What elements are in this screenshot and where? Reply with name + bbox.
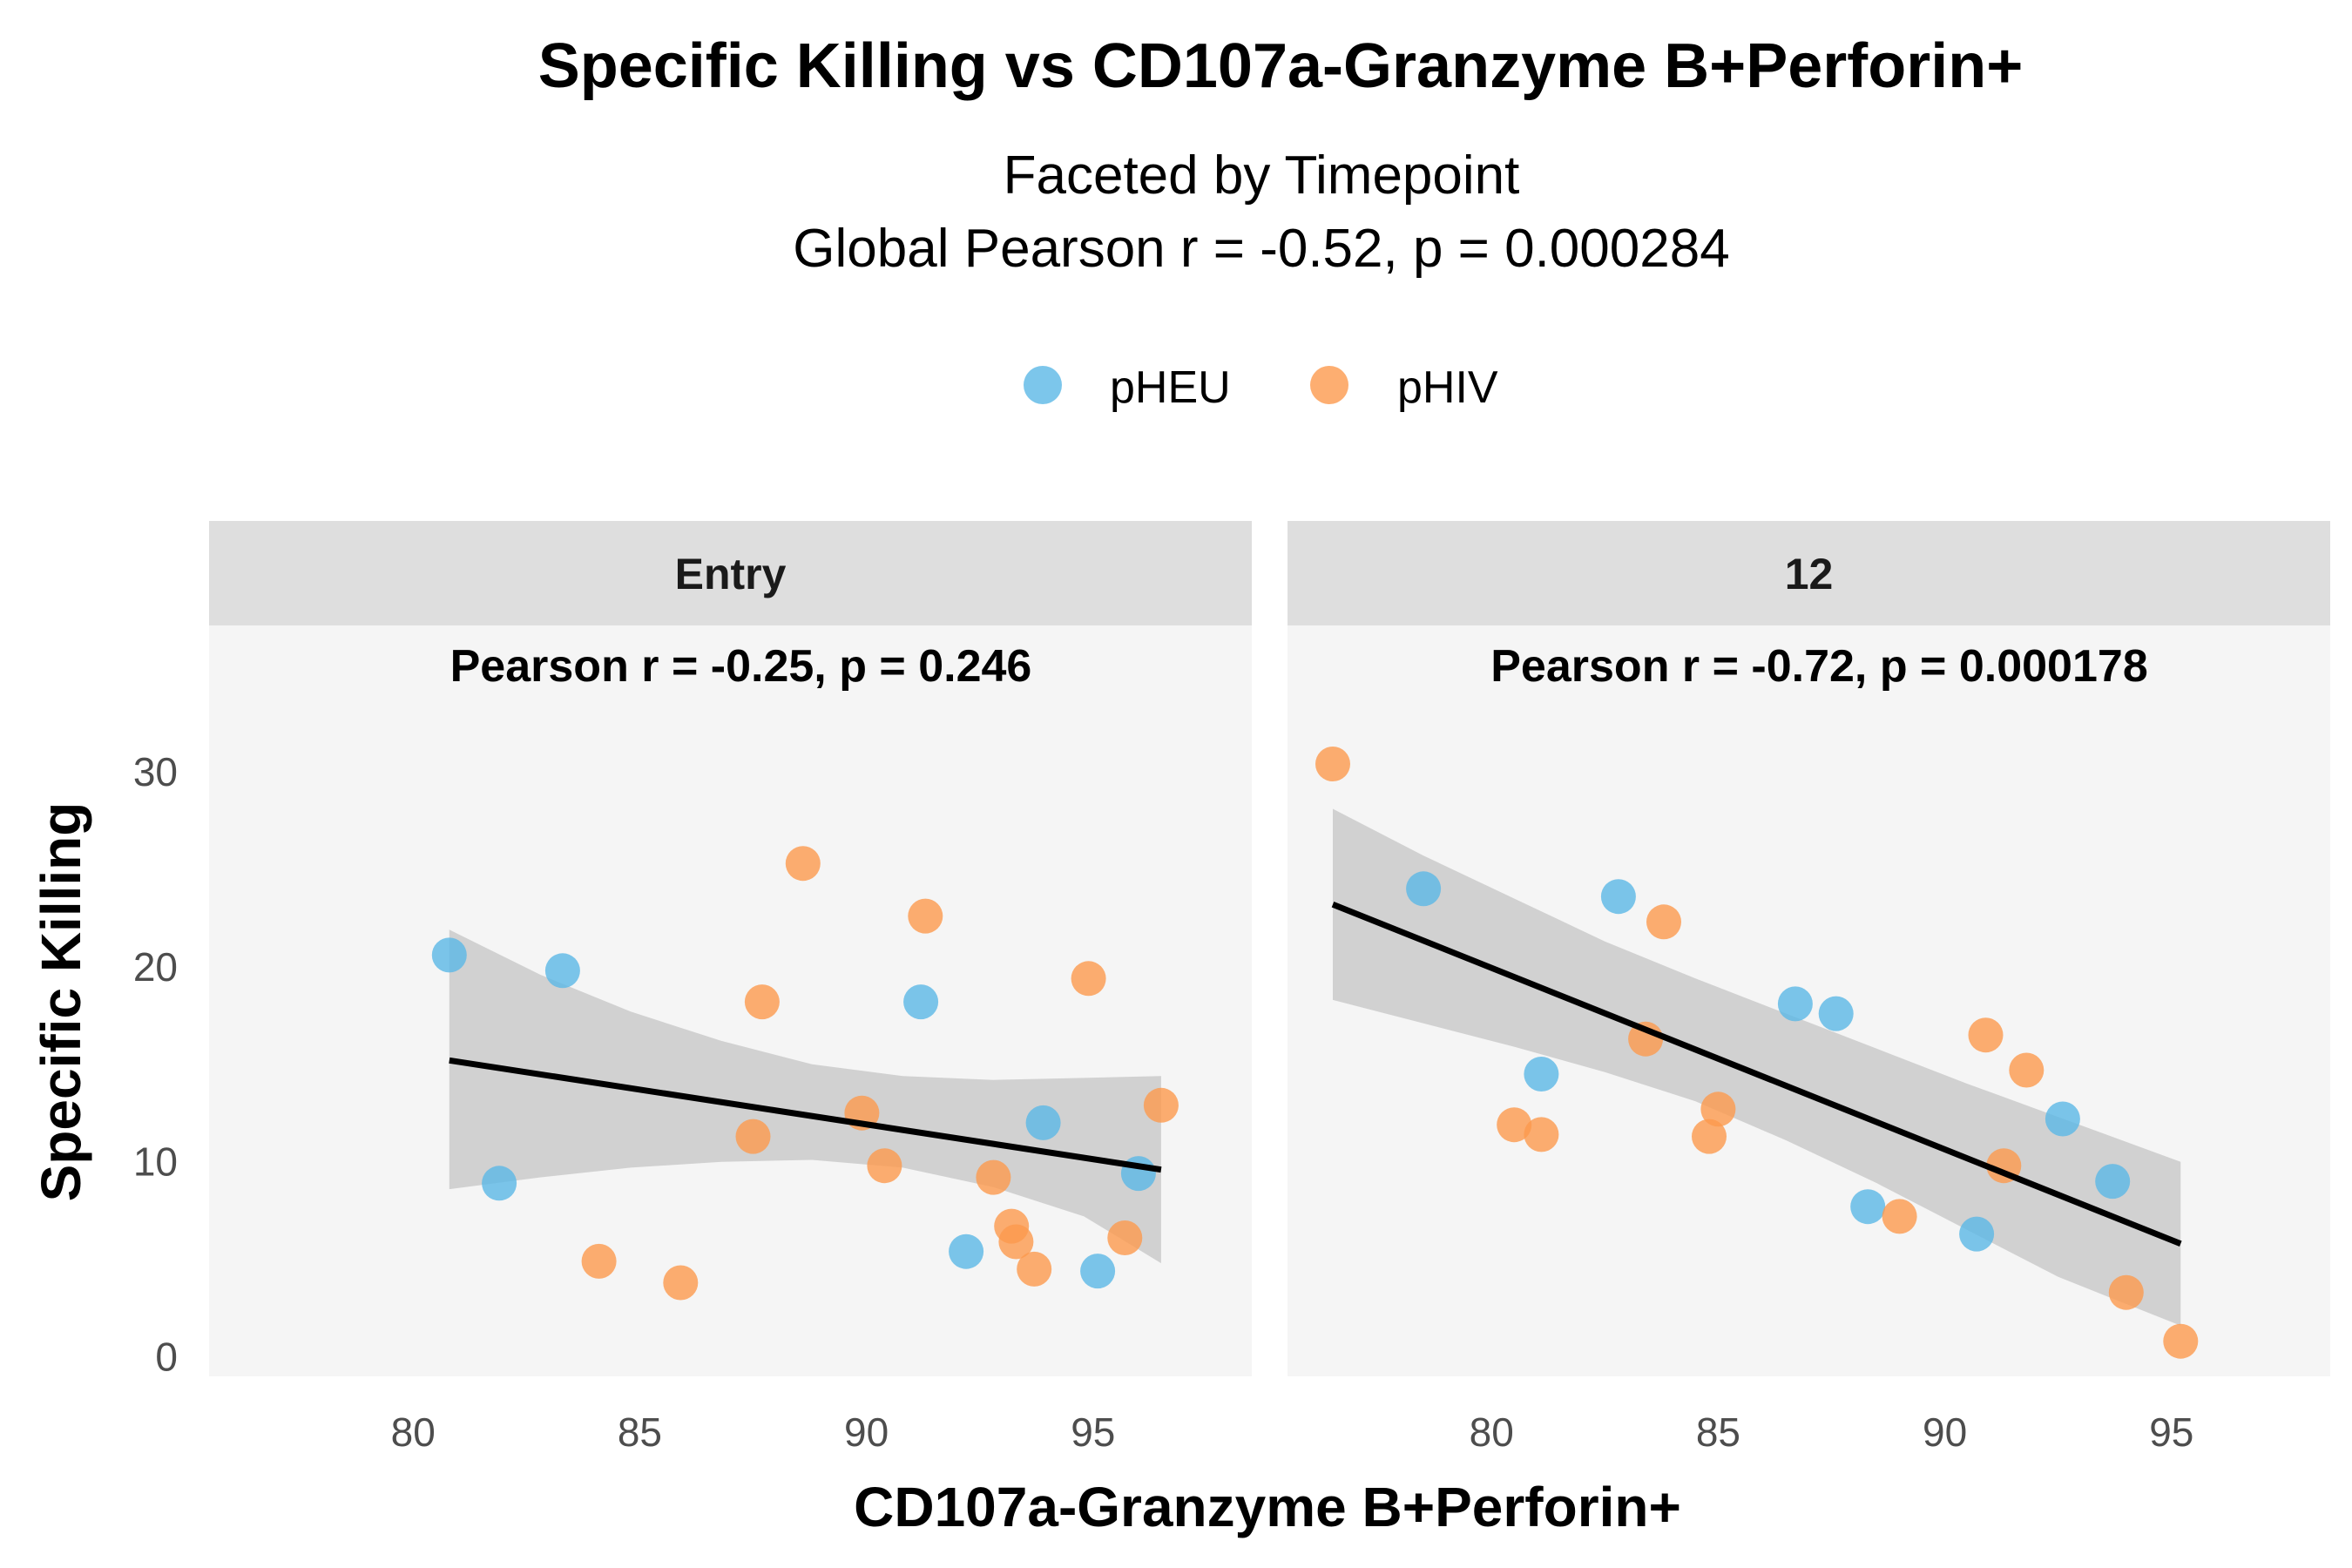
data-point-phiv (1692, 1119, 1727, 1154)
facet-entry: Entry Pearson r = -0.25, p = 0.246 (209, 521, 1252, 1376)
x-tick-label: 95 (1071, 1409, 1115, 1455)
data-point-phiv (998, 1224, 1034, 1260)
x-tick-label: 85 (1696, 1409, 1740, 1455)
data-point-phiv (1882, 1199, 1917, 1234)
data-point-phiv (1107, 1220, 1143, 1255)
y-axis: 0 10 20 30 (133, 749, 178, 1380)
y-tick-label: 10 (133, 1139, 178, 1185)
panel-background (209, 625, 1252, 1376)
y-tick-label: 20 (133, 944, 178, 990)
x-tick-label: 80 (1470, 1409, 1514, 1455)
data-point-pheu (482, 1166, 517, 1201)
data-point-pheu (1025, 1105, 1061, 1140)
data-point-phiv (2163, 1323, 2199, 1359)
data-point-pheu (1080, 1254, 1116, 1289)
data-point-pheu (2095, 1164, 2131, 1200)
data-point-pheu (1406, 871, 1442, 907)
data-point-phiv (1524, 1117, 1559, 1152)
data-point-phiv (976, 1159, 1011, 1195)
data-point-pheu (949, 1233, 984, 1269)
confidence-band (1333, 808, 2181, 1326)
data-point-phiv (744, 984, 780, 1020)
x-tick-label: 95 (2149, 1409, 2193, 1455)
data-point-phiv (785, 846, 821, 882)
chart-subtitle-line-1: Faceted by Timepoint (1004, 145, 1520, 206)
data-point-phiv (908, 898, 943, 934)
chart-subtitle-line-2: Global Pearson r = -0.52, p = 0.000284 (793, 219, 1729, 279)
data-point-phiv (1968, 1017, 2004, 1053)
data-point-phiv (1315, 747, 1350, 781)
x-tick-label: 80 (391, 1409, 436, 1455)
data-point-phiv (735, 1119, 771, 1154)
data-point-phiv (2108, 1274, 2144, 1310)
data-point-pheu (1818, 996, 1854, 1031)
chart-title: Specific Killing vs CD107a-Granzyme B+Pe… (538, 31, 2024, 101)
data-point-phiv (1071, 961, 1106, 997)
data-point-pheu (1524, 1057, 1559, 1092)
data-point-pheu (903, 984, 939, 1020)
data-point-pheu (431, 937, 467, 973)
data-point-phiv (581, 1243, 617, 1279)
y-tick-label: 30 (133, 749, 178, 794)
x-axis-entry: 80 85 90 95 (391, 1409, 1116, 1455)
legend-key-pheu (1024, 366, 1062, 404)
legend-label-pheu: pHEU (1110, 362, 1231, 413)
data-point-pheu (1959, 1216, 1995, 1252)
data-point-pheu (2044, 1101, 2080, 1137)
y-tick-label: 0 (155, 1335, 178, 1380)
data-point-phiv (1017, 1251, 1052, 1287)
legend: pHEU pHIV (1024, 362, 1498, 413)
data-point-phiv (1143, 1087, 1179, 1123)
facet-strip (1288, 521, 2330, 625)
y-axis-title: Specific Killing (30, 802, 92, 1202)
x-axis-12: 80 85 90 95 (1470, 1409, 2194, 1455)
legend-label-phiv: pHIV (1397, 362, 1498, 413)
data-point-phiv (1646, 904, 1681, 940)
regression-line (1331, 901, 2182, 1247)
facet-strip-label: 12 (1785, 550, 1834, 598)
regression-line (449, 1057, 1162, 1173)
data-point-phiv (867, 1148, 902, 1184)
pearson-annotation: Pearson r = -0.25, p = 0.246 (450, 641, 1032, 692)
facet-strip (209, 521, 1252, 625)
data-point-pheu (1850, 1189, 1886, 1225)
data-point-phiv (1700, 1092, 1736, 1127)
legend-key-phiv (1310, 366, 1348, 404)
x-tick-label: 85 (618, 1409, 662, 1455)
x-tick-label: 90 (844, 1409, 889, 1455)
facet-12: 12 Pearson r = -0.72, p = 0.000178 (1288, 521, 2330, 1376)
facet-strip-label: Entry (675, 550, 787, 598)
data-point-phiv (2009, 1052, 2044, 1088)
data-point-pheu (1600, 879, 1636, 915)
data-point-pheu (544, 953, 580, 989)
data-point-phiv (1497, 1107, 1532, 1143)
data-point-phiv (663, 1265, 699, 1301)
data-point-pheu (1777, 986, 1813, 1022)
pearson-annotation: Pearson r = -0.72, p = 0.000178 (1490, 641, 2147, 692)
x-tick-label: 90 (1923, 1409, 1967, 1455)
x-axis-title: CD107a-Granzyme B+Perforin+ (854, 1476, 1681, 1538)
